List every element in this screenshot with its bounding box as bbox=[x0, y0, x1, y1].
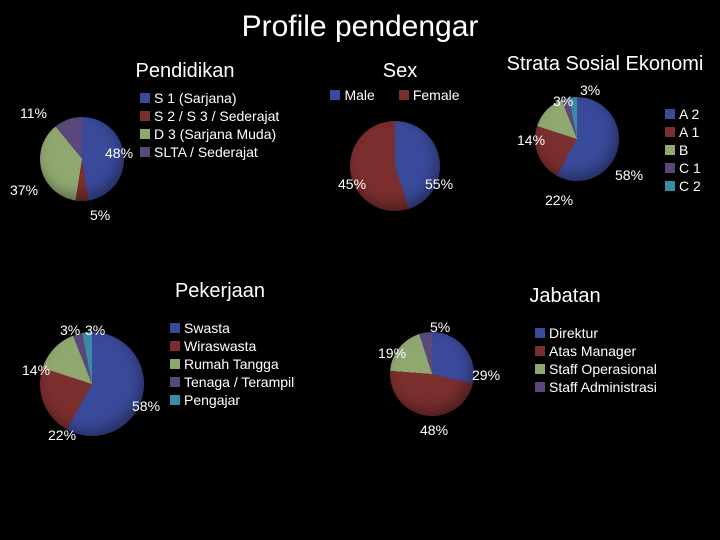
legend-label: C 2 bbox=[679, 178, 701, 194]
legend-label: S 2 / S 3 / Sederajat bbox=[154, 108, 279, 124]
page-title: Profile pendengar bbox=[0, 0, 720, 44]
percent-label: 14% bbox=[517, 132, 545, 148]
legend-label: B bbox=[679, 142, 688, 158]
percent-label: 3% bbox=[60, 322, 80, 338]
percent-label: 58% bbox=[615, 167, 643, 183]
legend-item: Wiraswasta bbox=[170, 338, 294, 354]
legend-label: Rumah Tangga bbox=[184, 356, 279, 372]
percent-label: 45% bbox=[338, 176, 366, 192]
percent-label: 3% bbox=[580, 82, 600, 98]
legend-label: S 1 (Sarjana) bbox=[154, 90, 236, 106]
legend-swatch bbox=[665, 181, 675, 191]
legend-item: Pengajar bbox=[170, 392, 294, 408]
legend-swatch bbox=[140, 129, 150, 139]
legend-swatch bbox=[535, 382, 545, 392]
legend-item: Rumah Tangga bbox=[170, 356, 294, 372]
legend-swatch bbox=[170, 395, 180, 405]
percent-label: 19% bbox=[378, 345, 406, 361]
legend-label: A 2 bbox=[679, 106, 699, 122]
legend-swatch bbox=[665, 145, 675, 155]
legend-item: Staff Operasional bbox=[535, 361, 657, 377]
legend-item: C 2 bbox=[665, 178, 701, 194]
legend-swatch bbox=[665, 127, 675, 137]
legend-label: D 3 (Sarjana Muda) bbox=[154, 126, 276, 142]
percent-label: 5% bbox=[430, 319, 450, 335]
legend-sex: Male Female bbox=[310, 87, 490, 105]
legend-strata: A 2 A 1 B C 1 C 2 bbox=[665, 106, 701, 196]
percent-label: 14% bbox=[22, 362, 50, 378]
legend-label: Pengajar bbox=[184, 392, 240, 408]
chart-jabatan: Jabatan 29% 48% 19% 5% Direktur Atas Manager… bbox=[360, 285, 710, 442]
percent-label: 11% bbox=[20, 105, 47, 121]
chart-title-sex: Sex bbox=[310, 60, 490, 83]
chart-title-pendidikan: Pendidikan bbox=[10, 60, 300, 83]
chart-title-jabatan: Jabatan bbox=[360, 285, 710, 308]
chart-title-strata: Strata Sosial Ekonomi bbox=[500, 54, 710, 75]
legend-label: Tenaga / Terampil bbox=[184, 374, 294, 390]
legend-swatch bbox=[535, 328, 545, 338]
legend-swatch bbox=[665, 163, 675, 173]
legend-label: Male bbox=[344, 87, 374, 103]
percent-label: 29% bbox=[472, 367, 500, 383]
legend-label: C 1 bbox=[679, 160, 701, 176]
legend-label: Female bbox=[413, 87, 460, 103]
legend-swatch bbox=[140, 111, 150, 121]
pie-strata bbox=[535, 97, 619, 181]
pie-pekerjaan bbox=[40, 332, 144, 436]
legend-swatch bbox=[170, 377, 180, 387]
legend-pekerjaan: Swasta Wiraswasta Rumah Tangga Tenaga / Ter… bbox=[170, 320, 294, 410]
legend-item: C 1 bbox=[665, 160, 701, 176]
legend-item: Staff Administrasi bbox=[535, 379, 657, 395]
chart-title-pekerjaan: Pekerjaan bbox=[10, 280, 330, 303]
legend-swatch bbox=[140, 147, 150, 157]
legend-item: A 2 bbox=[665, 106, 701, 122]
legend-label: Staff Administrasi bbox=[549, 379, 657, 395]
percent-label: 58% bbox=[132, 398, 160, 414]
legend-swatch bbox=[170, 359, 180, 369]
legend-label: Staff Operasional bbox=[549, 361, 657, 377]
legend-label: Atas Manager bbox=[549, 343, 636, 359]
legend-swatch bbox=[535, 346, 545, 356]
legend-item: Atas Manager bbox=[535, 343, 657, 359]
legend-item: B bbox=[665, 142, 701, 158]
legend-item: D 3 (Sarjana Muda) bbox=[140, 126, 279, 142]
legend-item: Male bbox=[330, 87, 374, 103]
legend-swatch bbox=[665, 109, 675, 119]
legend-item: S 2 / S 3 / Sederajat bbox=[140, 108, 279, 124]
percent-label: 3% bbox=[553, 93, 573, 109]
legend-label: SLTA / Sederajat bbox=[154, 144, 258, 160]
legend-label: Wiraswasta bbox=[184, 338, 256, 354]
legend-pendidikan: S 1 (Sarjana) S 2 / S 3 / Sederajat D 3 (S… bbox=[140, 90, 279, 162]
legend-item: Female bbox=[399, 87, 460, 103]
legend-item: Direktur bbox=[535, 325, 657, 341]
legend-item: SLTA / Sederajat bbox=[140, 144, 279, 160]
legend-item: Tenaga / Terampil bbox=[170, 374, 294, 390]
pie-sex bbox=[350, 121, 440, 211]
percent-label: 22% bbox=[48, 427, 76, 443]
legend-swatch bbox=[140, 93, 150, 103]
percent-label: 37% bbox=[10, 182, 38, 198]
percent-label: 48% bbox=[420, 422, 448, 438]
legend-item: A 1 bbox=[665, 124, 701, 140]
legend-item: Swasta bbox=[170, 320, 294, 336]
chart-pendidikan: Pendidikan 48%5%37%11% S 1 (Sarjana)S 2 … bbox=[10, 60, 300, 87]
legend-swatch bbox=[330, 90, 340, 100]
legend-swatch bbox=[535, 364, 545, 374]
percent-label: 5% bbox=[90, 207, 110, 223]
legend-label: Swasta bbox=[184, 320, 230, 336]
chart-strata: Strata Sosial Ekonomi 58%22%14%3%3% A 2A… bbox=[500, 54, 710, 199]
legend-swatch bbox=[170, 341, 180, 351]
percent-label: 55% bbox=[425, 176, 453, 192]
chart-pekerjaan: Pekerjaan 58% 22% 14% 3% 3% Swasta Wiraswasta… bbox=[10, 280, 330, 457]
legend-swatch bbox=[399, 90, 409, 100]
percent-label: 22% bbox=[545, 192, 573, 208]
percent-label: 48% bbox=[105, 145, 133, 161]
percent-label: 3% bbox=[85, 322, 105, 338]
legend-swatch bbox=[170, 323, 180, 333]
legend-label: Direktur bbox=[549, 325, 598, 341]
chart-sex: Sex Male Female 45% 55% bbox=[310, 60, 490, 221]
legend-jabatan: Direktur Atas Manager Staff Operasional Sta… bbox=[535, 325, 657, 397]
legend-item: S 1 (Sarjana) bbox=[140, 90, 279, 106]
legend-label: A 1 bbox=[679, 124, 699, 140]
